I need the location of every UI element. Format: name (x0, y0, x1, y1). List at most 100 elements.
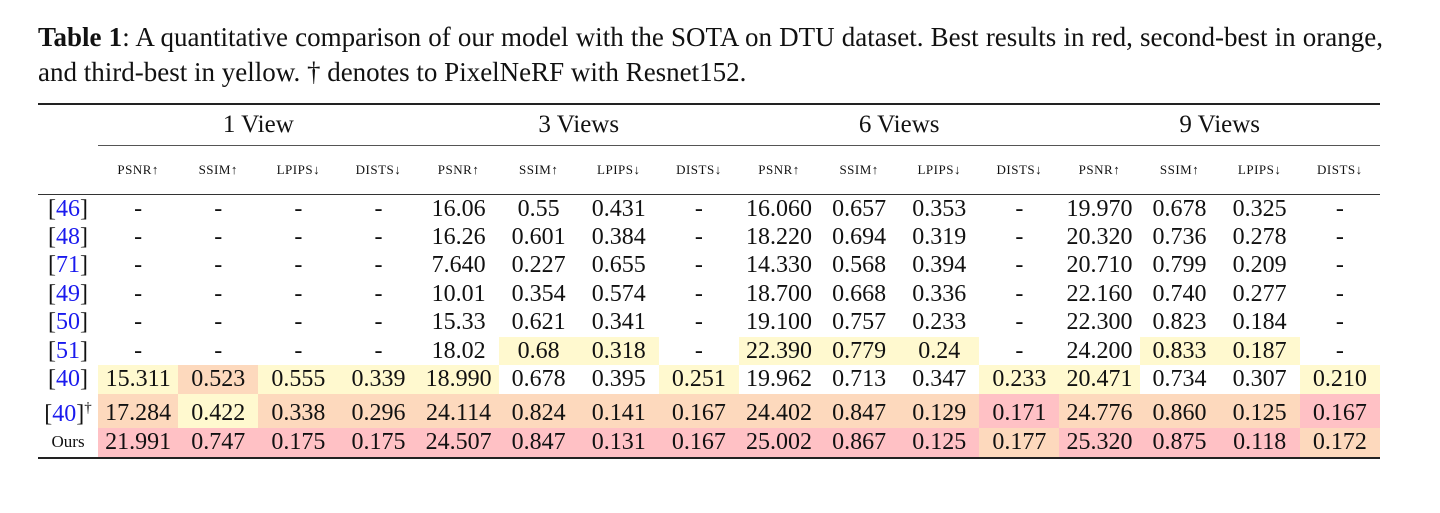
metric-value: 0.68 (498, 336, 579, 366)
metric-value: - (294, 337, 303, 364)
metric-value: 0.125 (1219, 393, 1300, 429)
metric-value: 0.833 (1139, 336, 1220, 366)
metric-header: SSIM↑ (819, 145, 900, 195)
metric-value: 0.171 (979, 393, 1060, 429)
table-label: Table 1 (38, 22, 123, 52)
metric-value: - (294, 309, 303, 336)
metric-value: 0.555 (258, 365, 339, 394)
metric-value: 0.384 (591, 224, 646, 251)
metric-value: 0.824 (498, 393, 579, 429)
metric-value: - (694, 195, 703, 222)
metric-value: 22.390 (738, 336, 820, 366)
metric-value: 0.172 (1299, 428, 1380, 458)
metric-value: 0.336 (912, 280, 967, 307)
metric-value: 0.779 (819, 336, 900, 366)
metric-value: 16.06 (431, 195, 486, 222)
metric-value: - (214, 280, 223, 307)
metric-value: - (134, 337, 143, 364)
metric-value: 25.002 (738, 428, 820, 458)
table-row: Ours 21.991 0.747 0.175 0.175 24.507 0.847 0.13… (38, 428, 1380, 458)
metric-value: - (134, 309, 143, 336)
metric-value: 24.114 (418, 393, 499, 429)
group-header: 3 Views (418, 104, 739, 146)
metric-header: SSIM↑ (1139, 145, 1220, 195)
metric-value: 0.655 (591, 252, 646, 279)
metric-header: SSIM↑ (498, 145, 579, 195)
metric-value: 10.01 (431, 280, 486, 307)
citation-link[interactable]: 51 (56, 337, 81, 364)
metric-value: 0.55 (517, 195, 560, 222)
metric-value: 0.621 (511, 309, 566, 336)
metric-header: PSNR↑ (1059, 145, 1140, 195)
citation-link[interactable]: 48 (56, 224, 81, 251)
metric-value: 0.125 (899, 428, 980, 458)
metric-value: 0.167 (1299, 393, 1380, 429)
metric-value: - (214, 337, 223, 364)
row-label: [40] (48, 366, 89, 393)
citation-link[interactable]: 71 (56, 252, 81, 279)
metric-value: 0.325 (1232, 195, 1287, 222)
corner-cell (38, 145, 99, 195)
metric-value: 15.33 (431, 309, 486, 336)
table-row: [40] 15.311 0.523 0.555 0.339 18.990 0.678 0.39… (38, 365, 1380, 394)
metric-value: - (294, 252, 303, 279)
metric-header: DISTS↓ (979, 145, 1060, 195)
metric-value: 0.24 (899, 336, 980, 366)
metric-value: 7.640 (431, 252, 486, 279)
metric-header-row: PSNR↑ SSIM↑ LPIPS↓ DISTS↓ PSNR↑ SSIM↑ LPIPS↓ DI… (38, 145, 1380, 195)
metric-value: 0.601 (511, 224, 566, 251)
metric-value: 0.187 (1219, 336, 1300, 366)
metric-value: - (1335, 280, 1344, 307)
metric-value: 0.341 (591, 309, 646, 336)
metric-value: 0.251 (658, 365, 739, 394)
metric-header: DISTS↓ (658, 145, 739, 195)
metric-value: - (294, 224, 303, 251)
metric-value: - (134, 224, 143, 251)
metric-value: 0.823 (1152, 309, 1207, 336)
metric-value: 15.311 (98, 365, 179, 394)
metric-header: PSNR↑ (738, 145, 820, 195)
metric-header: LPIPS↓ (258, 145, 339, 195)
metric-value: - (374, 224, 383, 251)
citation-link[interactable]: 46 (56, 195, 81, 222)
dagger-mark: † (84, 399, 92, 416)
metric-value: - (374, 195, 383, 222)
metric-value: 0.694 (832, 224, 887, 251)
metric-value: - (1335, 252, 1344, 279)
metric-value: 0.184 (1232, 309, 1287, 336)
metric-header: LPIPS↓ (578, 145, 659, 195)
row-label: [51] (48, 337, 89, 364)
method-name: Ours (51, 432, 85, 452)
metric-header: PSNR↑ (418, 145, 499, 195)
metric-value: - (294, 280, 303, 307)
citation-link[interactable]: 49 (56, 280, 81, 307)
metric-value: - (1335, 195, 1344, 222)
table-row: [51] - - - - 18.02 0.68 0.318 - 22.390 0.779 0.24 - 2… (38, 336, 1380, 366)
metric-value: 0.118 (1219, 428, 1300, 458)
citation-link[interactable]: 40 (56, 366, 81, 393)
metric-value: 19.970 (1066, 195, 1133, 222)
metric-value: 0.277 (1232, 280, 1287, 307)
group-header: 6 Views (738, 104, 1060, 146)
metric-value: - (1335, 309, 1344, 336)
metric-value: 0.740 (1152, 280, 1207, 307)
citation-link[interactable]: 40 (52, 400, 77, 427)
metric-value: - (134, 195, 143, 222)
metric-value: - (214, 224, 223, 251)
metric-value: - (694, 337, 703, 364)
metric-header: PSNR↑ (98, 145, 179, 195)
metric-value: 16.26 (431, 224, 486, 251)
metric-value: 0.167 (658, 428, 739, 458)
table-row: [48] - - - - 16.26 0.601 0.384 - 18.220 0.694 0.319… (38, 223, 1380, 251)
metric-value: 0.233 (912, 309, 967, 336)
metric-value: 20.471 (1059, 365, 1140, 394)
metric-value: 0.431 (591, 195, 646, 222)
corner-cell (38, 104, 98, 146)
metric-header: LPIPS↓ (899, 145, 980, 195)
metric-value: 14.330 (746, 252, 812, 279)
metric-value: 0.175 (258, 428, 339, 458)
citation-link[interactable]: 50 (56, 309, 81, 336)
metric-value: 0.233 (979, 365, 1060, 394)
metric-value: 20.710 (1066, 252, 1133, 279)
table-row: [40]† 17.284 0.422 0.338 0.296 24.114 0.824 0.1… (38, 393, 1380, 429)
